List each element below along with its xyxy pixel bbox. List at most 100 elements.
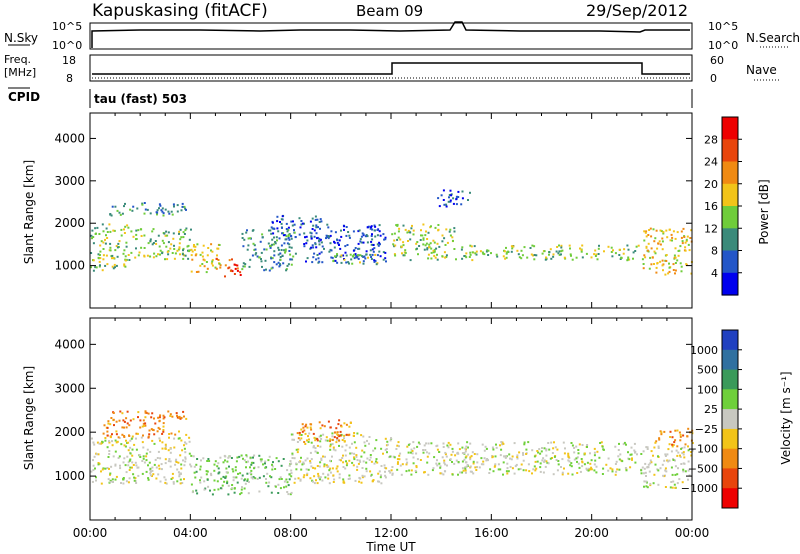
data-cell [400, 473, 403, 476]
data-cell [291, 258, 294, 261]
data-cell [199, 465, 202, 468]
data-cell [311, 228, 314, 230]
data-cell [652, 228, 655, 231]
data-cell [107, 422, 110, 425]
data-cell [657, 469, 660, 472]
data-cell [579, 470, 582, 473]
data-cell [313, 235, 316, 238]
data-cell [109, 479, 112, 482]
data-cell [316, 438, 319, 440]
data-cell [180, 236, 183, 239]
data-cell [666, 453, 669, 456]
data-cell [383, 238, 386, 241]
data-cell [179, 454, 182, 457]
data-cell [329, 448, 332, 451]
data-cell [169, 465, 172, 468]
data-cell [100, 470, 102, 473]
data-cell [640, 453, 643, 455]
data-cell [213, 488, 216, 491]
data-cell [607, 457, 610, 460]
data-cell [344, 467, 347, 470]
data-cell [590, 459, 593, 462]
data-cell [162, 430, 165, 433]
data-cell [270, 267, 273, 270]
data-cell [102, 254, 105, 257]
x-tick-label: 00:00 [73, 526, 108, 540]
data-cell [446, 444, 449, 447]
data-cell [123, 232, 126, 234]
data-cell [665, 229, 668, 232]
data-cell [318, 252, 321, 255]
data-cell [339, 247, 342, 250]
data-cell [462, 469, 465, 472]
data-cell [654, 463, 657, 466]
data-cell [167, 253, 170, 256]
data-cell [210, 262, 213, 265]
data-cell [370, 226, 372, 229]
data-cell [664, 486, 667, 488]
data-cell [415, 466, 418, 469]
data-cell [239, 271, 242, 274]
data-cell [506, 251, 509, 254]
data-cell [287, 263, 290, 266]
data-cell [181, 449, 184, 452]
data-cell [365, 253, 368, 256]
data-cell [166, 234, 169, 237]
data-cell [285, 222, 288, 225]
data-cell [653, 240, 656, 243]
data-cell [306, 472, 309, 475]
data-cell [172, 232, 175, 235]
y-tick-label: 4000 [54, 337, 85, 351]
data-cell [104, 437, 107, 439]
data-cell [234, 264, 237, 266]
data-cell [376, 254, 379, 257]
colorbar-swatch [722, 161, 738, 185]
data-cell [355, 255, 358, 258]
data-cell [370, 235, 373, 237]
data-cell [469, 470, 472, 473]
data-cell [282, 234, 285, 237]
data-cell [214, 266, 217, 269]
data-cell [520, 257, 523, 260]
data-cell [438, 245, 441, 248]
data-cell [395, 224, 398, 227]
data-cell [175, 412, 178, 415]
data-cell [253, 248, 256, 251]
data-cell [388, 470, 391, 473]
data-cell [188, 452, 191, 455]
data-cell [671, 436, 674, 439]
data-cell [463, 452, 466, 455]
data-cell [620, 256, 623, 259]
data-cell [119, 410, 122, 413]
data-cell [91, 229, 94, 232]
data-cell [196, 492, 199, 495]
data-cell [225, 471, 228, 474]
data-cell [362, 233, 365, 236]
data-cell [124, 464, 127, 467]
data-cell [561, 458, 564, 461]
data-cell [427, 231, 430, 234]
data-cell [329, 242, 332, 245]
data-cell [688, 474, 691, 477]
data-cell [213, 463, 216, 466]
data-cell [273, 254, 276, 257]
data-cell [618, 458, 621, 461]
data-cell [439, 465, 442, 468]
data-cell [581, 244, 584, 247]
colorbar-tick-label: 500 [697, 364, 718, 377]
data-cell [438, 451, 441, 453]
data-cell [545, 448, 548, 451]
data-cell [104, 238, 106, 241]
data-cell [357, 230, 360, 233]
data-cell [573, 458, 576, 461]
data-cell [300, 223, 303, 226]
data-cell [402, 244, 405, 247]
data-cell [184, 460, 187, 463]
data-cell [575, 256, 578, 259]
data-cell [95, 479, 97, 482]
data-cell [491, 455, 494, 458]
data-cell [612, 249, 614, 252]
data-cell [272, 243, 275, 246]
data-cell [513, 472, 516, 475]
data-cell [106, 263, 109, 266]
